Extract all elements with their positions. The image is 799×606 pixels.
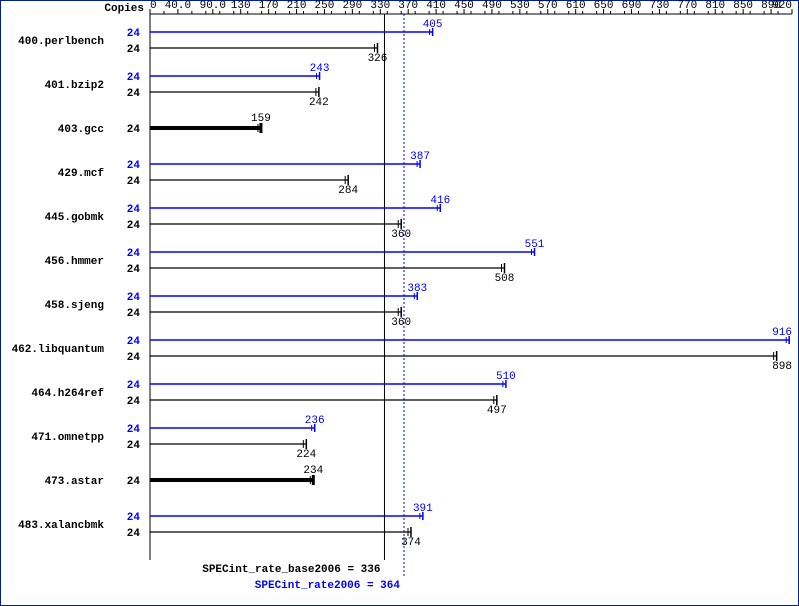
axis-tick-label: 250: [315, 0, 335, 12]
copies-peak: 24: [127, 160, 141, 172]
copies-peak: 24: [127, 28, 141, 40]
benchmark-name: 401.bzip2: [45, 80, 104, 92]
benchmark-name: 429.mcf: [58, 168, 105, 180]
axis-tick-label: 410: [426, 0, 446, 12]
benchmark-name: 464.h264ref: [31, 388, 104, 400]
value-base: 159: [251, 113, 271, 125]
copies-peak: 24: [127, 248, 141, 260]
copies-base: 24: [127, 44, 141, 56]
value-peak: 510: [496, 371, 516, 383]
copies-base: 24: [127, 476, 141, 488]
copies-base: 24: [127, 396, 141, 408]
benchmark-name: 400.perlbench: [18, 36, 104, 48]
copies-peak: 24: [127, 512, 141, 524]
axis-tick-label: 770: [677, 0, 697, 12]
benchmark-name: 403.gcc: [58, 124, 104, 136]
value-peak: 243: [310, 63, 330, 75]
value-base: 224: [296, 449, 316, 461]
axis-tick-label: 40.0: [165, 0, 191, 12]
benchmark-name: 456.hmmer: [45, 256, 104, 268]
axis-tick-label: 690: [622, 0, 642, 12]
copies-peak: 24: [127, 336, 141, 348]
copies-base: 24: [127, 220, 141, 232]
benchmark-name: 458.sjeng: [45, 300, 104, 312]
baseline-label: SPECint_rate_base2006 = 336: [202, 564, 380, 576]
value-base: 497: [487, 405, 507, 417]
copies-peak: 24: [127, 424, 141, 436]
axis-tick-label: 610: [566, 0, 586, 12]
value-peak: 405: [423, 19, 443, 31]
value-base: 360: [391, 317, 411, 329]
copies-base: 24: [127, 124, 141, 136]
outer-border: [1, 1, 799, 606]
axis-tick-label: 490: [482, 0, 502, 12]
axis-tick-label: 810: [705, 0, 725, 12]
benchmark-name: 471.omnetpp: [31, 432, 104, 444]
value-peak: 391: [413, 503, 433, 515]
axis-tick-label: 130: [231, 0, 251, 12]
axis-tick-label: 850: [733, 0, 753, 12]
copies-base: 24: [127, 264, 141, 276]
peakline-label: SPECint_rate2006 = 364: [255, 580, 401, 592]
axis-tick-label: 570: [538, 0, 558, 12]
value-peak: 383: [407, 283, 427, 295]
value-peak: 387: [410, 151, 430, 163]
value-base: 284: [338, 185, 358, 197]
value-peak: 551: [525, 239, 545, 251]
benchmark-name: 462.libquantum: [12, 344, 105, 356]
axis-tick-label: 370: [398, 0, 418, 12]
copies-base: 24: [127, 528, 141, 540]
copies-peak: 24: [127, 204, 141, 216]
spec-chart: 0 40.0 90.0 130 170 210 250 290 330 370 410 450 490 5…: [0, 0, 799, 606]
value-peak: 416: [430, 195, 450, 207]
copies-base: 24: [127, 176, 141, 188]
value-base: 326: [368, 53, 388, 65]
axis-tick-label: 920: [772, 0, 792, 12]
axis-tick-label: 0: [150, 0, 157, 12]
copies-base: 24: [127, 88, 141, 100]
copies-peak: 24: [127, 380, 141, 392]
copies-base: 24: [127, 352, 141, 364]
axis-tick-label: 450: [454, 0, 474, 12]
value-peak: 916: [772, 327, 792, 339]
copies-base: 24: [127, 440, 141, 452]
copies-peak: 24: [127, 292, 141, 304]
value-base: 374: [401, 537, 421, 549]
axis-tick-label: 170: [259, 0, 279, 12]
benchmark-name: 473.astar: [45, 476, 104, 488]
value-peak: 236: [305, 415, 325, 427]
axis-tick-label: 330: [370, 0, 390, 12]
axis-tick-label: 730: [650, 0, 670, 12]
value-base: 242: [309, 97, 329, 109]
axis-tick-label: 530: [510, 0, 530, 12]
copies-base: 24: [127, 308, 141, 320]
axis-tick-label: 210: [287, 0, 307, 12]
benchmark-name: 445.gobmk: [45, 212, 105, 224]
axis-tick-label: 650: [594, 0, 614, 12]
value-base: 508: [495, 273, 515, 285]
axis-tick-label: 90.0: [200, 0, 226, 12]
value-base: 234: [303, 465, 323, 477]
value-base: 360: [391, 229, 411, 241]
copies-header: Copies: [104, 3, 144, 15]
axis-tick-label: 290: [342, 0, 362, 12]
value-base: 898: [772, 361, 792, 373]
benchmark-name: 483.xalancbmk: [18, 520, 104, 532]
copies-peak: 24: [127, 72, 141, 84]
